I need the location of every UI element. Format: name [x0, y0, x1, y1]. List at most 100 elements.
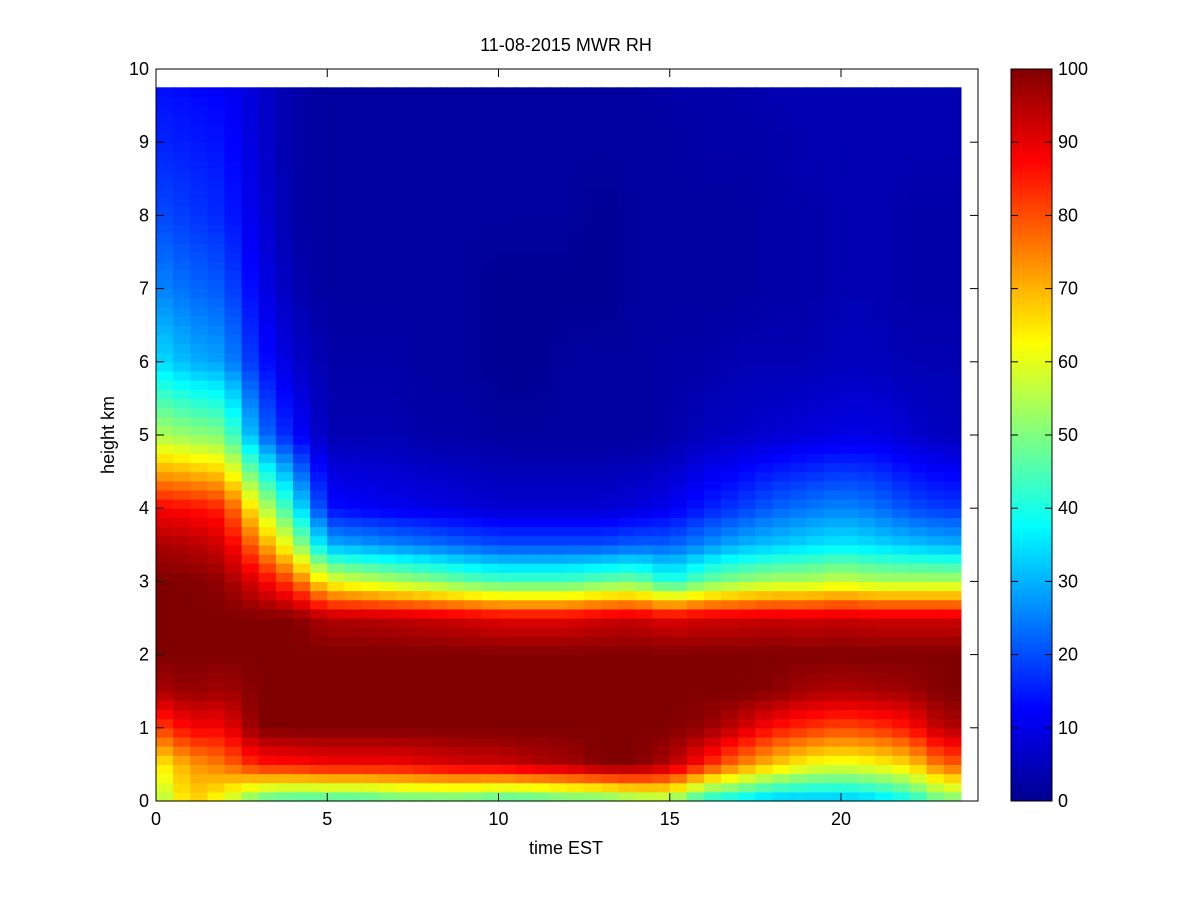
heatmap-cell	[241, 96, 260, 107]
heatmap-cell	[515, 736, 534, 747]
heatmap-cell	[652, 727, 671, 738]
heatmap-cell	[549, 187, 568, 198]
heatmap-cell	[738, 608, 756, 619]
heatmap-cell	[430, 517, 448, 528]
heatmap-cell	[207, 96, 226, 107]
heatmap-cell	[258, 380, 277, 390]
heatmap-cell	[926, 224, 945, 235]
heatmap-cell	[738, 764, 756, 775]
heatmap-cell	[567, 133, 585, 143]
heatmap-cell	[293, 645, 311, 656]
heatmap-cell	[909, 608, 928, 619]
heatmap-cell	[789, 123, 808, 134]
heatmap-cell	[258, 435, 277, 445]
heatmap-cell	[909, 627, 928, 637]
heatmap-cell	[447, 535, 465, 546]
heatmap-cell	[549, 563, 568, 573]
heatmap-cell	[464, 261, 482, 271]
heatmap-cell	[892, 663, 911, 674]
heatmap-cell	[498, 553, 517, 564]
heatmap-cell	[344, 361, 363, 372]
heatmap-cell	[224, 270, 243, 281]
heatmap-cell	[156, 462, 174, 473]
heatmap-cell	[549, 535, 568, 546]
heatmap-cell	[395, 553, 414, 564]
heatmap-cell	[858, 599, 876, 610]
heatmap-cell	[909, 618, 928, 628]
heatmap-cell	[652, 215, 671, 226]
heatmap-cell	[447, 709, 465, 720]
heatmap-cell	[635, 114, 654, 125]
heatmap-cell	[755, 279, 774, 290]
heatmap-cell	[875, 224, 893, 235]
heatmap-cell	[515, 581, 534, 592]
heatmap-cell	[156, 306, 174, 317]
heatmap-cell	[806, 791, 825, 802]
heatmap-cell	[669, 590, 688, 601]
heatmap-cell	[618, 627, 637, 637]
heatmap-cell	[943, 599, 962, 610]
heatmap-cell	[361, 691, 380, 701]
heatmap-cell	[875, 425, 893, 436]
heatmap-cell	[686, 306, 705, 317]
heatmap-cell	[327, 123, 345, 134]
heatmap-cell	[738, 480, 756, 491]
heatmap-cell	[378, 261, 397, 271]
heatmap-cell	[738, 517, 756, 528]
heatmap-cell	[173, 435, 191, 445]
heatmap-cell	[258, 508, 277, 518]
heatmap-cell	[772, 563, 791, 573]
heatmap-cell	[241, 435, 260, 445]
heatmap-cell	[669, 187, 688, 198]
heatmap-cell	[841, 151, 859, 162]
heatmap-cell	[395, 736, 414, 747]
heatmap-cell	[515, 727, 534, 738]
heatmap-cell	[156, 544, 174, 555]
heatmap-cell	[755, 791, 774, 802]
heatmap-cell	[926, 306, 945, 317]
heatmap-cell	[258, 590, 277, 601]
heatmap-cell	[926, 252, 945, 262]
heatmap-cell	[241, 416, 260, 427]
heatmap-cell	[293, 517, 311, 528]
heatmap-cell	[207, 343, 226, 354]
heatmap-cell	[430, 297, 448, 308]
heatmap-cell	[378, 206, 397, 216]
heatmap-cell	[430, 773, 448, 784]
heatmap-cell	[772, 746, 791, 756]
heatmap-cell	[738, 599, 756, 610]
heatmap-cell	[327, 407, 345, 418]
heatmap-cell	[704, 370, 722, 381]
heatmap-cell	[875, 526, 893, 537]
heatmap-cell	[772, 206, 791, 216]
heatmap-cell	[909, 325, 928, 335]
heatmap-cell	[481, 270, 500, 281]
heatmap-cell	[207, 425, 226, 436]
heatmap-cell	[361, 425, 380, 436]
heatmap-cell	[601, 316, 619, 326]
heatmap-cell	[498, 773, 517, 784]
heatmap-cell	[173, 618, 191, 628]
heatmap-cell	[532, 782, 551, 793]
heatmap-cell	[721, 755, 739, 765]
heatmap-cell	[430, 526, 448, 537]
heatmap-cell	[395, 435, 414, 445]
heatmap-cell	[173, 105, 191, 116]
heatmap-cell	[275, 114, 294, 125]
heatmap-cell	[156, 535, 174, 546]
heatmap-cell	[310, 142, 328, 152]
heatmap-cell	[892, 416, 911, 427]
heatmap-cell	[310, 691, 328, 701]
heatmap-cell	[789, 389, 808, 399]
heatmap-cell	[447, 316, 465, 326]
heatmap-cell	[892, 535, 911, 546]
heatmap-cell	[789, 636, 808, 647]
heatmap-cell	[652, 755, 671, 765]
heatmap-cell	[173, 746, 191, 756]
heatmap-cell	[721, 142, 739, 152]
heatmap-cell	[224, 416, 243, 427]
heatmap-cell	[207, 736, 226, 747]
heatmap-cell	[344, 261, 363, 271]
heatmap-cell	[310, 700, 328, 711]
heatmap-cell	[378, 618, 397, 628]
